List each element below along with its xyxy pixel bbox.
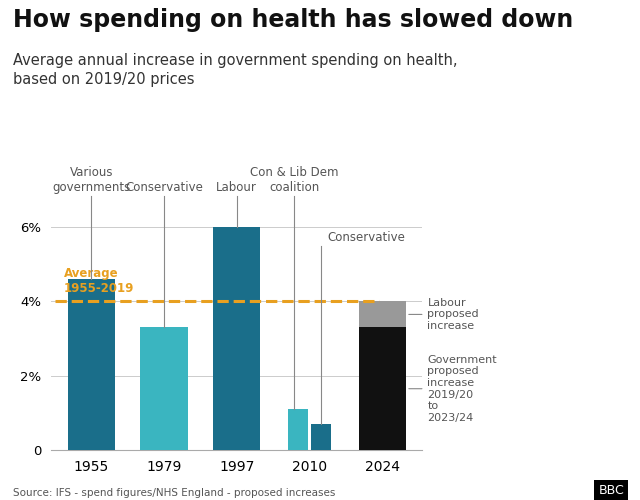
Text: Average
1955-2019: Average 1955-2019 — [63, 266, 134, 294]
Bar — [311, 424, 332, 450]
Text: Conservative: Conservative — [125, 180, 203, 194]
Bar — [213, 227, 260, 450]
Text: Average annual increase in government spending on health,
based on 2019/20 price: Average annual increase in government sp… — [13, 52, 458, 88]
Text: How spending on health has slowed down: How spending on health has slowed down — [13, 8, 573, 32]
Text: Labour: Labour — [216, 180, 257, 194]
Bar — [140, 328, 188, 450]
Bar — [358, 302, 406, 328]
Bar — [358, 328, 406, 450]
Text: Labour
proposed
increase: Labour proposed increase — [409, 298, 479, 331]
Text: BBC: BBC — [598, 484, 624, 498]
Text: Conservative: Conservative — [327, 231, 405, 244]
Bar — [288, 409, 308, 450]
Bar — [68, 279, 115, 450]
Text: Source: IFS - spend figures/NHS England - proposed increases: Source: IFS - spend figures/NHS England … — [13, 488, 335, 498]
Text: Various
governments: Various governments — [52, 166, 131, 194]
Text: Government
proposed
increase
2019/20
to
2023/24: Government proposed increase 2019/20 to … — [409, 354, 497, 422]
Text: Con & Lib Dem
coalition: Con & Lib Dem coalition — [250, 166, 339, 194]
